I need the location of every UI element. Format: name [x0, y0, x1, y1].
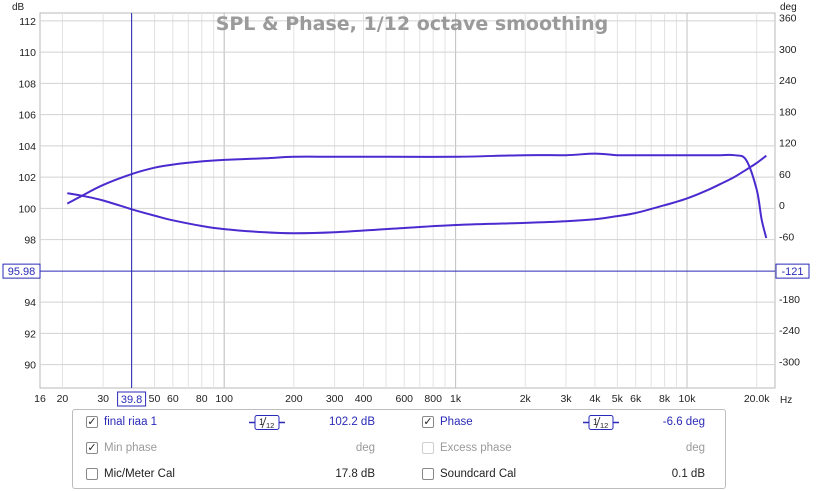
cursor-layer[interactable]: 95.98 -121 39.8: [2, 13, 810, 407]
final-riaa-checkbox[interactable]: ✓: [86, 416, 98, 428]
soundcard-cal-value: 0.1 dB: [671, 468, 705, 480]
phase-value: -6.6 deg: [662, 416, 705, 428]
x-tick-label: 30: [97, 393, 109, 405]
excess-phase-label: Excess phase: [440, 442, 512, 454]
x-tick-label: 5k: [612, 393, 624, 405]
smoothing-selector-phase[interactable]: 1 12: [583, 415, 619, 430]
right-tick-label: 180: [779, 106, 797, 118]
x-tick-label: 20: [57, 393, 69, 405]
min-phase-checkbox[interactable]: ✓: [86, 442, 98, 454]
left-tick-label: 98: [24, 235, 36, 247]
series-layer: [66, 152, 768, 239]
mic-meter-cal-checkbox[interactable]: [86, 468, 98, 480]
final-riaa-value: 102.2 dB: [328, 416, 375, 428]
right-tick-label: -180: [779, 294, 800, 306]
x-tick-label: 60: [167, 393, 179, 405]
left-tick-label: 90: [24, 360, 36, 372]
right-tick-label: 300: [779, 44, 797, 56]
x-tick-label: 100: [215, 393, 233, 405]
x-tick-label: 800: [424, 393, 442, 405]
smoothing-selector-spl[interactable]: 1 12: [249, 415, 285, 430]
min-phase-label: Min phase: [104, 442, 158, 454]
right-tick-label: 0: [779, 200, 785, 212]
x-tick-label: 2k: [520, 393, 532, 405]
x-tick-label: 3k: [560, 393, 572, 405]
phase-checkbox[interactable]: ✓: [422, 416, 434, 428]
right-tick-label: -300: [779, 356, 800, 368]
left-axis-unit: dB: [12, 2, 25, 13]
legend-row-minphase: ✓ Min phase deg Excess phase deg: [73, 439, 725, 459]
left-tick-label: 100: [18, 203, 36, 215]
plot-area: [39, 12, 776, 389]
mic-meter-cal-value: 17.8 dB: [335, 468, 375, 480]
left-tick-label: 112: [19, 16, 36, 28]
cursor-x-label-box: [117, 391, 147, 407]
right-tick-label: 360: [779, 13, 797, 25]
chart-title: SPL & Phase, 1/12 octave smoothing: [216, 13, 609, 35]
right-axis-unit: deg: [780, 2, 797, 13]
left-tick-label: 108: [18, 78, 36, 90]
min-phase-value: deg: [355, 442, 375, 454]
left-tick-label: 106: [18, 110, 36, 122]
smoothing-den-spl: 12: [266, 421, 274, 430]
excess-phase-checkbox[interactable]: [422, 442, 434, 454]
left-tick-label: 94: [24, 297, 36, 309]
series-line-phase: [67, 154, 767, 235]
spl-phase-chart[interactable]: 16 20 30 50 60 80 100 200 300 400 600 800 1k 2k 3k 4k 5k…: [0, 0, 826, 408]
cursor-x-label: 39.8: [121, 394, 142, 406]
left-tick-label: 102: [18, 172, 36, 184]
smoothing-num-spl: 1: [259, 417, 264, 427]
soundcard-cal-label: Soundcard Cal: [440, 468, 517, 480]
excess-phase-value: deg: [685, 442, 705, 454]
series-line-final-riaa-1: [66, 152, 768, 239]
left-axis-ticks: 112 110 108 106 104 102 100 98 94 92 90: [18, 16, 36, 372]
x-tick-label: 20.0k: [744, 393, 770, 405]
smoothing-den-phase: 12: [600, 421, 608, 430]
right-axis-ticks: 360 300 240 180 120 60 0 -60 -180 -240 -300: [779, 13, 800, 369]
left-tick-label: 110: [19, 47, 36, 59]
cursor-right-label-box: [775, 263, 810, 279]
smoothing-num-phase: 1: [593, 417, 598, 427]
left-tick-label: 92: [24, 328, 36, 340]
x-axis-ticks: 16 20 30 50 60 80 100 200 300 400 600 800 1k 2k 3k 4k 5k…: [34, 393, 770, 405]
x-tick-label: 200: [285, 393, 303, 405]
x-tick-label: 80: [196, 393, 208, 405]
x-tick-label: 16: [34, 393, 46, 405]
final-riaa-label: final riaa 1: [104, 416, 158, 428]
soundcard-cal-checkbox[interactable]: [422, 468, 434, 480]
x-tick-label: 4k: [589, 393, 601, 405]
left-tick-label: 104: [18, 141, 36, 153]
x-tick-label: 6k: [630, 393, 642, 405]
right-tick-label: 240: [779, 75, 797, 87]
x-tick-label: 50: [149, 393, 161, 405]
x-tick-label: 600: [395, 393, 413, 405]
x-tick-label: 1k: [450, 393, 462, 405]
cursor-left-label: 95.98: [8, 266, 36, 278]
legend-row-spl: ✓ final riaa 1 1 12 102.2 dB ✓ Phase 1 1…: [73, 413, 725, 433]
cursor-right-label: -121: [781, 266, 803, 278]
x-tick-label: 400: [355, 393, 373, 405]
right-tick-label: -60: [779, 231, 794, 243]
x-tick-label: 10k: [679, 393, 697, 405]
phase-label: Phase: [440, 416, 473, 428]
x-tick-label: 8k: [659, 393, 671, 405]
cursor-left-label-box: [2, 263, 41, 279]
legend-panel: ✓ final riaa 1 1 12 102.2 dB ✓ Phase 1 1…: [72, 409, 726, 489]
x-axis-unit: Hz: [780, 395, 792, 406]
right-tick-label: 60: [779, 169, 791, 181]
right-tick-label: -240: [779, 325, 800, 337]
right-tick-label: 120: [779, 138, 797, 150]
legend-row-cal: Mic/Meter Cal 17.8 dB Soundcard Cal 0.1 …: [73, 465, 725, 485]
x-tick-label: 300: [326, 393, 344, 405]
mic-meter-cal-label: Mic/Meter Cal: [104, 468, 175, 480]
major-grid: [40, 13, 775, 388]
